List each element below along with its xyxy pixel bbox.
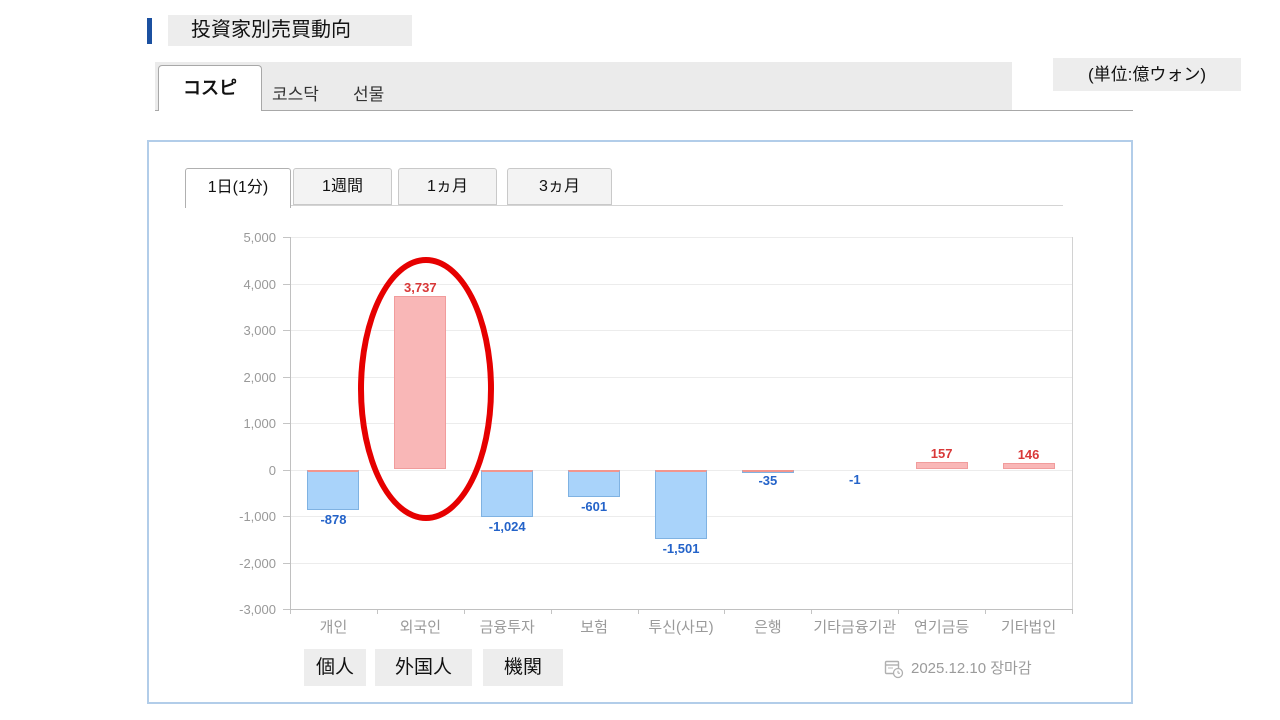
bar-value-label: -1,024 xyxy=(488,519,526,535)
x-axis-category-label: 기타법인 xyxy=(1000,619,1057,636)
y-axis-tick-label: 5,000 xyxy=(243,230,276,245)
y-axis-tick xyxy=(283,609,290,610)
bar-value-label: 157 xyxy=(930,446,953,462)
bar-value-label: -1,501 xyxy=(662,541,700,557)
x-axis-tick xyxy=(1072,609,1073,614)
y-axis-tick-label: 4,000 xyxy=(243,276,276,292)
tab-period-3month[interactable]: 3ヵ月 xyxy=(507,168,612,205)
x-axis-tick xyxy=(550,609,552,614)
x-axis-category-label: 금융투자 xyxy=(479,619,535,636)
x-axis-tick xyxy=(376,609,378,614)
x-axis-tick xyxy=(290,609,291,614)
x-axis-category-label: 투신(사모) xyxy=(648,619,714,636)
chart-bar xyxy=(915,462,968,470)
calendar-clock-icon xyxy=(884,660,904,679)
chart-bar xyxy=(741,469,794,473)
unit-label: (単位:億ウォン) xyxy=(1053,58,1241,91)
gridline xyxy=(290,376,1072,378)
x-axis-tick xyxy=(811,609,813,614)
plot-right-border xyxy=(1072,237,1073,609)
tab-kosdaq[interactable]: 코스닥 xyxy=(272,85,319,104)
bar-value-label: 146 xyxy=(1017,446,1040,462)
y-axis-tick xyxy=(283,283,290,285)
y-axis-tick xyxy=(283,516,290,517)
y-axis-tick-label: -3,000 xyxy=(239,602,276,617)
title-accent-bar xyxy=(147,18,152,44)
bar-value-label: -1 xyxy=(848,471,861,487)
market-tab-strip xyxy=(155,62,1012,110)
market-close-info: 2025.12.10 장마감 xyxy=(884,657,1084,681)
chart-bar xyxy=(655,469,707,540)
overlay-label-institution: 機関 xyxy=(483,649,563,686)
y-axis-tick-label: 0 xyxy=(268,462,276,478)
x-axis-category-label: 개인 xyxy=(319,619,348,636)
x-axis-tick xyxy=(463,609,465,614)
overlay-label-foreigner: 外国人 xyxy=(375,649,472,686)
y-axis-line xyxy=(290,237,291,610)
x-axis-tick xyxy=(724,609,726,614)
x-axis-tick xyxy=(985,609,987,614)
market-tab-strip-border xyxy=(155,110,1133,111)
tab-kospi[interactable]: コスピ xyxy=(158,65,262,111)
x-axis-category-label: 기타금융기관 xyxy=(813,619,897,636)
y-axis: 5,000 4,000 3,000 2,000 1,000 0 -1,000 -2,000 -3… xyxy=(190,230,290,617)
x-axis-category-label: 외국인 xyxy=(399,619,442,636)
bar-value-label: -601 xyxy=(581,499,608,515)
period-tab-baseline xyxy=(185,205,1063,206)
x-axis-category-label: 보험 xyxy=(580,619,608,636)
chart-bar xyxy=(568,469,621,498)
chart-panel xyxy=(147,140,1133,704)
x-axis-line xyxy=(290,609,1073,610)
y-axis-tick xyxy=(283,237,290,238)
gridline xyxy=(290,237,1072,238)
bar-value-label: -35 xyxy=(758,473,778,489)
annotation-ellipse xyxy=(358,257,495,521)
y-axis-tick-label: 1,000 xyxy=(243,416,276,431)
overlay-label-individual: 個人 xyxy=(304,649,366,686)
gridline xyxy=(290,283,1072,285)
y-axis-tick-label: -2,000 xyxy=(239,555,276,571)
tab-period-1day[interactable]: 1日(1分) xyxy=(185,168,291,208)
tab-futures[interactable]: 선물 xyxy=(353,85,385,104)
chart-bar xyxy=(1002,462,1055,470)
x-axis-category-label: 은행 xyxy=(754,619,782,636)
y-axis-tick xyxy=(283,376,290,378)
y-axis-tick xyxy=(283,423,290,424)
y-axis-tick xyxy=(283,469,290,471)
bar-value-label: -878 xyxy=(320,512,347,528)
gridline xyxy=(290,330,1072,331)
market-close-date: 2025.12.10 장마감 xyxy=(911,660,1032,677)
tab-period-1week[interactable]: 1週間 xyxy=(293,168,392,205)
y-axis-tick-label: 2,000 xyxy=(243,369,276,385)
chart-bar xyxy=(307,469,360,511)
chart-plot-area: -878 개인 3,737 외국인 -1,024 금융투자 -601 보험 -1,501 투신(사… xyxy=(290,237,1073,636)
y-axis-tick-label: 3,000 xyxy=(243,323,276,338)
x-axis-tick xyxy=(637,609,639,614)
y-axis-tick-label: -1,000 xyxy=(239,509,276,524)
y-axis-tick xyxy=(283,562,290,564)
tab-period-1month[interactable]: 1ヵ月 xyxy=(398,168,497,205)
chart-bar xyxy=(481,469,534,518)
page-title: 投資家別売買動向 xyxy=(168,15,412,46)
gridline xyxy=(290,562,1072,564)
y-axis-tick xyxy=(283,330,290,331)
gridline xyxy=(290,423,1072,424)
x-axis-category-label: 연기금등 xyxy=(914,619,970,636)
x-axis-tick xyxy=(898,609,900,614)
